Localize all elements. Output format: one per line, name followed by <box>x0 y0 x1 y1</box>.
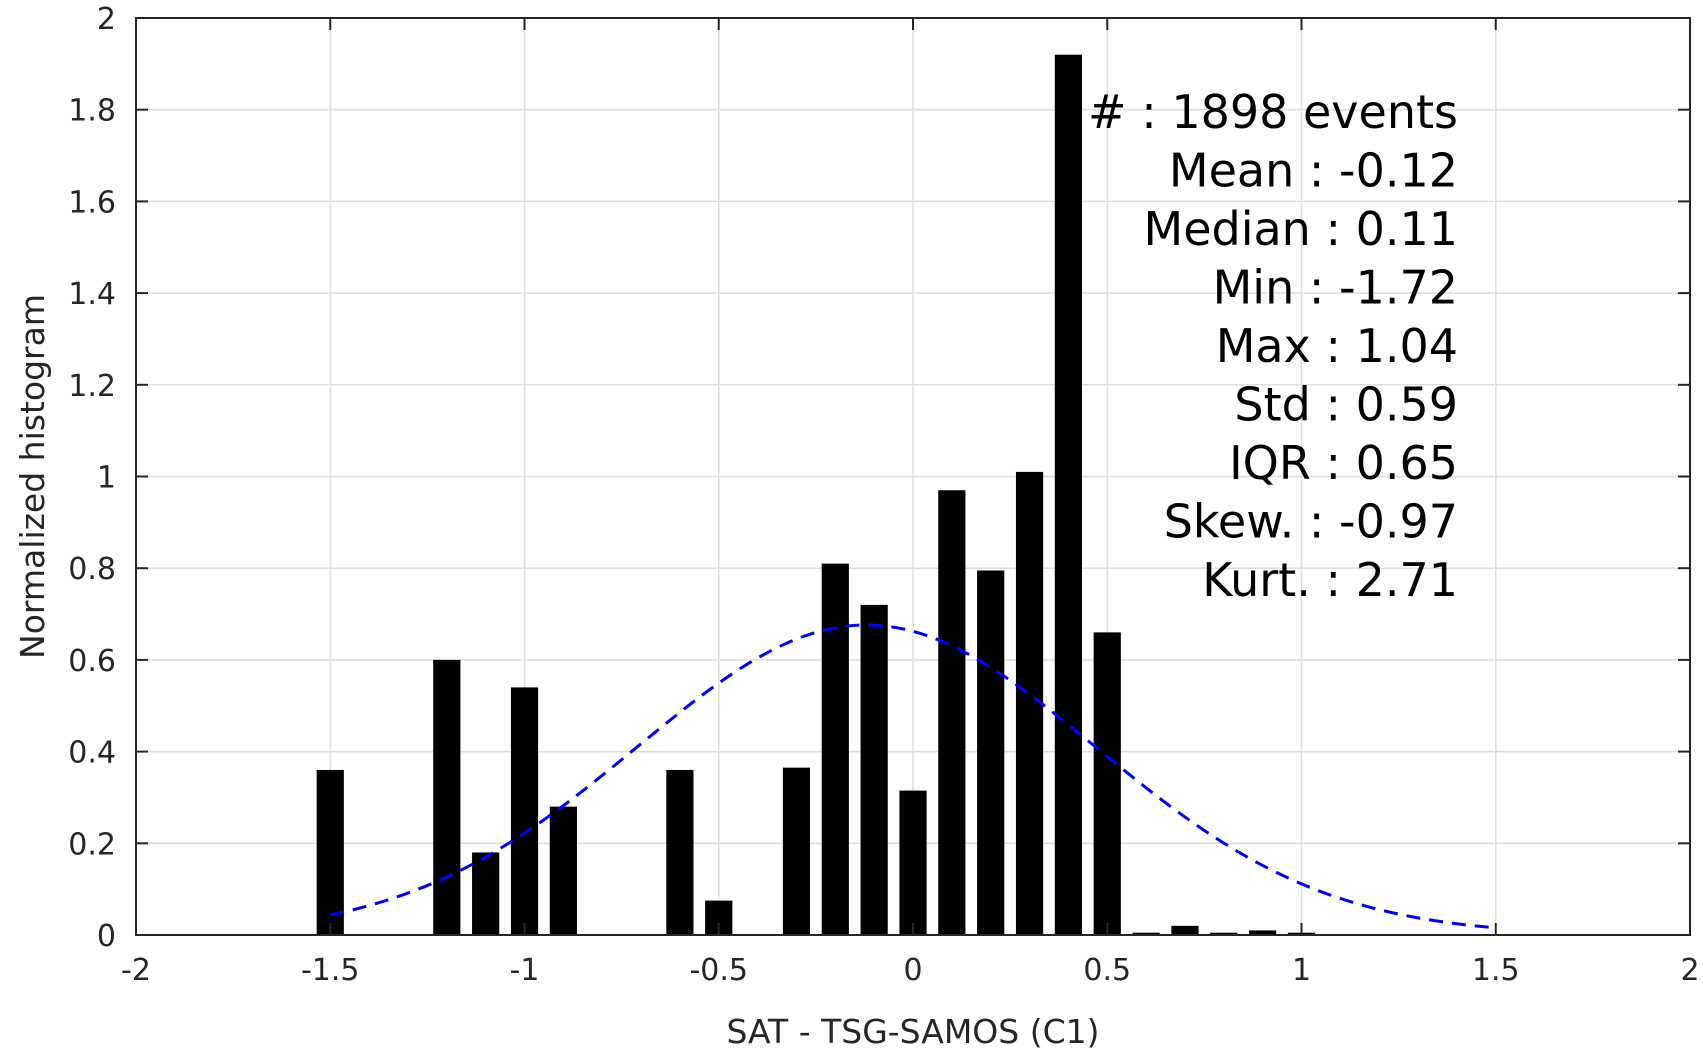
x-axis-label: SAT - TSG-SAMOS (C1) <box>726 1012 1099 1051</box>
histogram-bars <box>316 54 1316 936</box>
histogram-bar <box>899 790 927 935</box>
histogram-bar <box>1210 932 1238 935</box>
normal-fit-curve <box>329 623 1496 930</box>
stats-line: IQR : 0.65 <box>1229 436 1458 490</box>
stats-line: Skew. : -0.97 <box>1164 495 1458 549</box>
x-tick-label: -2 <box>121 953 151 988</box>
histogram-bar <box>472 852 500 935</box>
y-tick-label: 1.4 <box>68 277 116 312</box>
x-tick-label: 2 <box>1680 953 1699 988</box>
y-tick-label: 0 <box>97 919 116 954</box>
y-tick-label: 0.8 <box>68 552 116 587</box>
stats-line: Median : 0.11 <box>1144 202 1458 256</box>
stats-line: Std : 0.59 <box>1234 378 1458 432</box>
y-tick-label: 1 <box>97 461 116 496</box>
histogram-bar <box>938 490 966 935</box>
histogram-bar <box>860 604 888 935</box>
y-tick-label: 0.2 <box>68 827 116 862</box>
histogram-bar <box>782 767 811 935</box>
histogram-bar <box>977 570 1005 935</box>
histogram-bar <box>316 769 344 935</box>
y-tick-labels: 0 0.2 0.4 0.6 0.8 1 1.2 1.4 1.6 1.8 2 <box>68 2 116 954</box>
x-tick-labels: -2 -1.5 -1 -0.5 0 0.5 1 1.5 2 <box>121 953 1700 988</box>
histogram-bar <box>1054 54 1082 936</box>
histogram-bar <box>1132 932 1160 935</box>
x-tick-label: -1.5 <box>301 953 360 988</box>
y-axis-label: Normalized histogram <box>13 294 52 659</box>
x-tick-label: 0 <box>903 953 922 988</box>
axis-ticks <box>135 17 1691 936</box>
y-tick-label: 1.2 <box>68 369 116 404</box>
histogram-bar <box>549 806 577 935</box>
histogram-bar <box>1093 632 1121 935</box>
x-tick-label: 1.5 <box>1472 953 1520 988</box>
stats-line: Min : -1.72 <box>1213 261 1458 315</box>
y-tick-label: 1.6 <box>68 185 116 220</box>
histogram-bar <box>821 563 849 935</box>
histogram-bar <box>433 659 461 935</box>
x-tick-label: 1 <box>1292 953 1311 988</box>
stats-line: Max : 1.04 <box>1216 319 1458 373</box>
histogram-bar <box>1249 930 1277 935</box>
histogram-bar <box>1171 925 1199 935</box>
y-tick-label: 1.8 <box>68 94 116 129</box>
histogram-bar <box>1015 471 1044 935</box>
stats-line: Mean : -0.12 <box>1169 144 1458 198</box>
histogram-bar <box>510 687 539 935</box>
y-tick-label: 0.4 <box>68 736 116 771</box>
y-tick-label: 0.6 <box>68 644 116 679</box>
stats-line: Kurt. : 2.71 <box>1202 553 1458 607</box>
y-tick-label: 2 <box>97 2 116 37</box>
histogram-bar <box>666 769 694 935</box>
x-tick-label: -1 <box>510 953 540 988</box>
stats-line: # : 1898 events <box>1088 85 1458 139</box>
x-tick-label: -0.5 <box>689 953 748 988</box>
x-tick-label: 0.5 <box>1083 953 1131 988</box>
